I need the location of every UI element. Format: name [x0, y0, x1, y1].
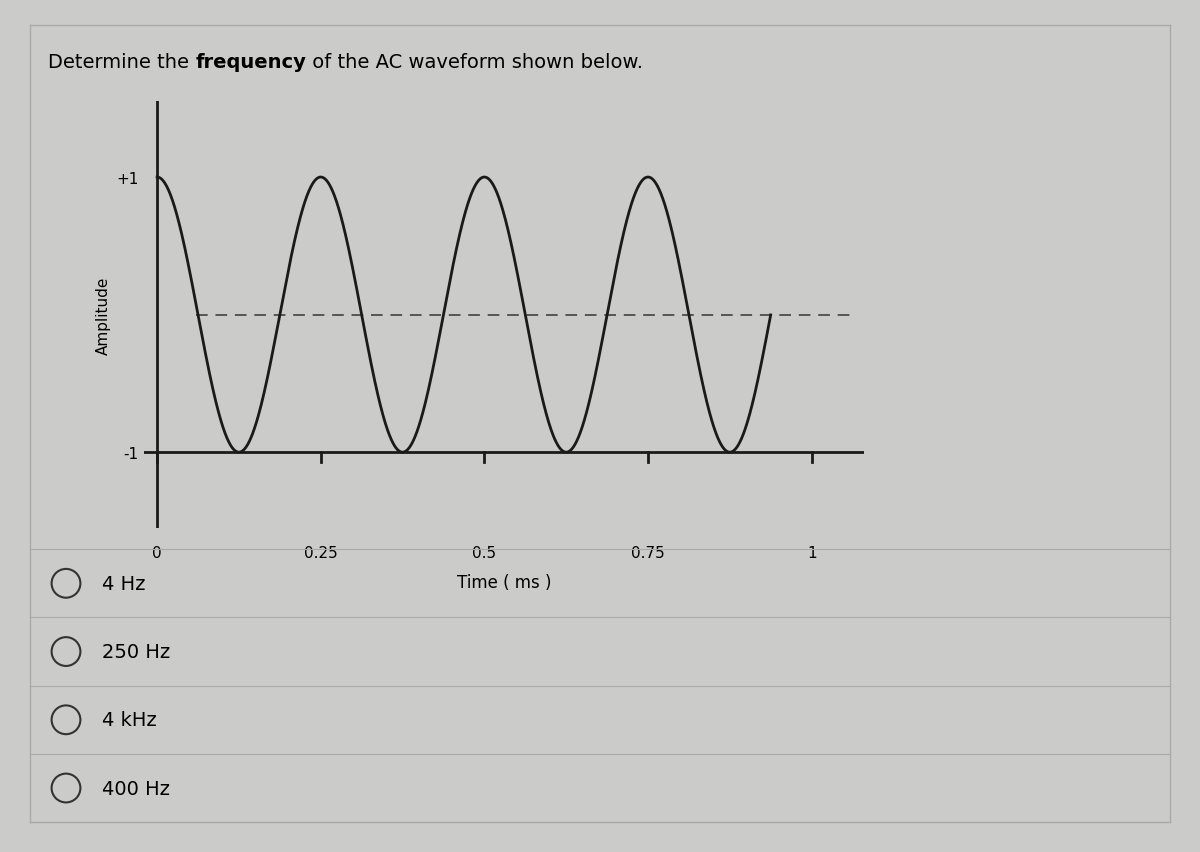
Text: 250 Hz: 250 Hz [102, 642, 170, 661]
Y-axis label: Amplitude: Amplitude [96, 276, 110, 354]
Text: 4 Hz: 4 Hz [102, 574, 145, 593]
X-axis label: Time ( ms ): Time ( ms ) [457, 573, 551, 592]
Text: Determine the: Determine the [48, 53, 196, 72]
Text: 400 Hz: 400 Hz [102, 779, 170, 797]
Text: frequency: frequency [196, 53, 306, 72]
Text: 4 kHz: 4 kHz [102, 711, 157, 729]
Text: of the AC waveform shown below.: of the AC waveform shown below. [306, 53, 643, 72]
